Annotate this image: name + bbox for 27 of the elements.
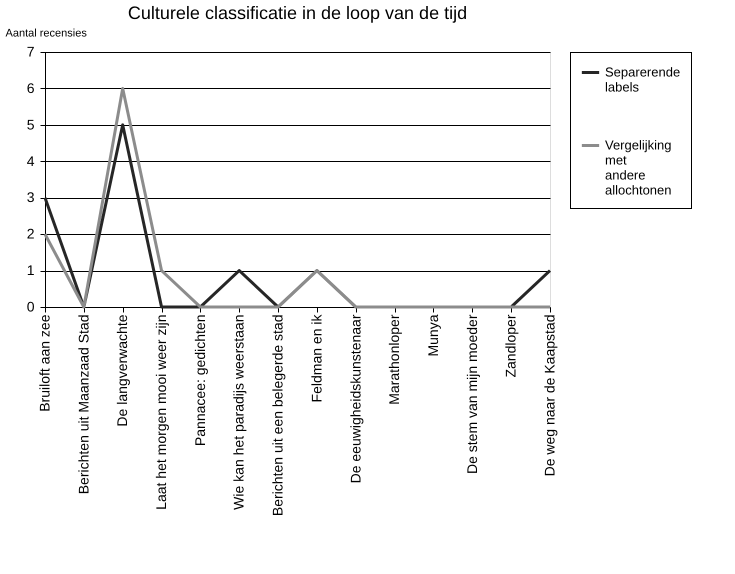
line-series [44,86,552,308]
x-tick-label: Marathonloper [386,314,402,405]
x-tick-label: Berichten uit een belegerde stad [270,314,286,516]
y-tick-label: 6 [26,80,35,96]
y-tick-label: 4 [26,152,35,169]
x-tick-label: De stem van mijn moeder [464,314,480,474]
y-tick-label: 0 [26,298,35,314]
x-tick-label: Berichten uit Maanzaad Stad [75,314,92,494]
x-tick-label: Laat het morgen mooi weer zijn [153,314,170,510]
y-tick-label: 5 [26,116,35,132]
legend-label: Separerende labels [605,64,680,94]
x-tick-label: Zandloper [502,314,519,378]
y-tick-label: 1 [26,262,35,278]
y-axis-title: Aantal recensies [6,28,88,40]
x-tick-label: Bruiloft aan zee [36,314,52,412]
x-tick-label: Wie kan het paradijs weerstaan [230,314,247,510]
x-tick-label: De langverwachte [114,314,130,427]
y-tick-label: 7 [26,44,35,60]
x-tick-label: Feldman en ik [308,314,324,402]
chart-title: Culturele classificatie in de loop van de tijd [128,3,468,23]
x-tick-label: De weg naar de Kaapstad [542,314,558,476]
legend-label: Vergelijking met andere allochtonen [605,138,672,198]
x-tick-label: De eeuwigheidskunstenaar [347,314,364,484]
x-tick-label: Munya [424,314,441,357]
x-tick-label: Pannacee: gedichten [192,314,208,446]
y-tick-label: 2 [26,226,35,242]
y-tick-label: 3 [26,189,35,206]
